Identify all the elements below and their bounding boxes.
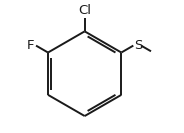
Text: S: S (134, 39, 142, 52)
Text: F: F (27, 39, 35, 52)
Text: Cl: Cl (78, 4, 91, 17)
